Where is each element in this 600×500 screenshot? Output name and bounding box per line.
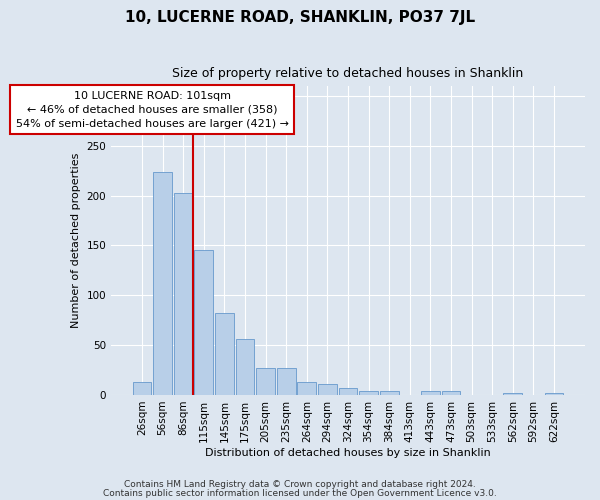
Title: Size of property relative to detached houses in Shanklin: Size of property relative to detached ho… (172, 68, 524, 80)
X-axis label: Distribution of detached houses by size in Shanklin: Distribution of detached houses by size … (205, 448, 491, 458)
Bar (545, 393, 563, 395)
Bar (194, 250, 213, 395)
Bar (133, 382, 151, 395)
Text: 10 LUCERNE ROAD: 101sqm
← 46% of detached houses are smaller (358)
54% of semi-d: 10 LUCERNE ROAD: 101sqm ← 46% of detache… (16, 91, 289, 129)
Text: 10, LUCERNE ROAD, SHANKLIN, PO37 7JL: 10, LUCERNE ROAD, SHANKLIN, PO37 7JL (125, 10, 475, 25)
Bar (215, 313, 234, 395)
Bar (256, 368, 275, 395)
Bar (503, 393, 522, 395)
Text: Contains HM Land Registry data © Crown copyright and database right 2024.: Contains HM Land Registry data © Crown c… (124, 480, 476, 489)
Bar (421, 391, 440, 395)
Bar (380, 391, 398, 395)
Bar (174, 192, 193, 395)
Bar (359, 391, 378, 395)
Bar (318, 384, 337, 395)
Text: Contains public sector information licensed under the Open Government Licence v3: Contains public sector information licen… (103, 488, 497, 498)
Bar (442, 391, 460, 395)
Bar (153, 172, 172, 395)
Bar (298, 382, 316, 395)
Bar (338, 388, 358, 395)
Y-axis label: Number of detached properties: Number of detached properties (71, 152, 81, 328)
Bar (236, 339, 254, 395)
Bar (277, 368, 296, 395)
